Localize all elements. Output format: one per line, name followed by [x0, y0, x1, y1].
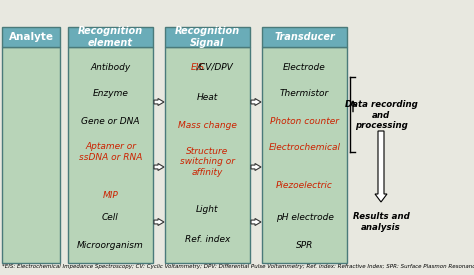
Polygon shape — [154, 219, 164, 225]
Text: Cell: Cell — [102, 213, 119, 221]
Text: EIS: EIS — [191, 62, 205, 72]
Polygon shape — [154, 98, 164, 106]
Text: Light: Light — [196, 205, 219, 215]
Text: *EIS: Electrochemical Impedance Spectroscopy; CV: Cyclic Voltammetry; DPV: Diffe: *EIS: Electrochemical Impedance Spectros… — [2, 264, 474, 269]
Polygon shape — [251, 98, 261, 106]
Text: Gene or DNA: Gene or DNA — [81, 117, 140, 125]
Polygon shape — [154, 164, 164, 170]
Text: Mass change: Mass change — [178, 120, 237, 130]
Text: Analyte: Analyte — [9, 32, 54, 42]
Bar — [165, 47, 250, 263]
Text: /CV/DPV: /CV/DPV — [197, 62, 234, 72]
Bar — [2, 47, 60, 263]
Polygon shape — [375, 131, 387, 202]
Text: Structure
switching or
affinity: Structure switching or affinity — [180, 147, 235, 177]
Text: Electrochemical: Electrochemical — [268, 142, 340, 152]
Bar — [68, 27, 153, 47]
Text: Recognition
Signal: Recognition Signal — [175, 26, 240, 48]
Polygon shape — [251, 164, 261, 170]
Bar — [262, 47, 347, 263]
Text: Photon counter: Photon counter — [270, 117, 339, 125]
Text: Aptamer or
ssDNA or RNA: Aptamer or ssDNA or RNA — [79, 142, 142, 162]
Text: Transducer: Transducer — [274, 32, 335, 42]
Text: MIP: MIP — [103, 191, 118, 199]
Bar — [165, 27, 250, 47]
Text: Electrode: Electrode — [283, 62, 326, 72]
Polygon shape — [251, 219, 261, 225]
Bar — [68, 47, 153, 263]
Text: Antibody: Antibody — [91, 62, 131, 72]
Bar — [2, 27, 60, 47]
Text: Microorganism: Microorganism — [77, 241, 144, 249]
Text: Recognition
element: Recognition element — [78, 26, 143, 48]
Text: Thermistor: Thermistor — [280, 89, 329, 98]
Bar — [262, 27, 347, 47]
Text: Results and
analysis: Results and analysis — [353, 212, 410, 232]
Text: Data recording
and
processing: Data recording and processing — [345, 100, 418, 130]
Text: Ref. index: Ref. index — [185, 235, 230, 244]
Text: Heat: Heat — [197, 92, 218, 101]
Text: SPR: SPR — [296, 241, 313, 249]
Text: Enzyme: Enzyme — [92, 89, 128, 98]
Text: pH electrode: pH electrode — [275, 213, 333, 221]
Text: Piezoelectric: Piezoelectric — [276, 180, 333, 189]
